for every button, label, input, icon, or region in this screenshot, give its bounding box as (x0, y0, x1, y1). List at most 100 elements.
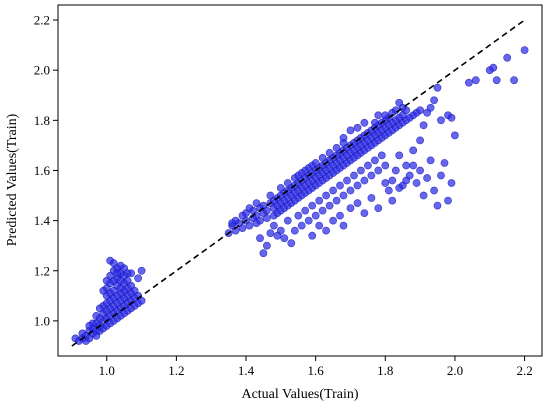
data-point (280, 234, 289, 243)
data-point (374, 166, 383, 175)
data-point (433, 201, 442, 210)
data-point (395, 151, 404, 160)
data-point (346, 204, 355, 212)
data-point (353, 181, 362, 190)
x-axis-title: Actual Values(Train) (241, 387, 358, 402)
data-point (290, 226, 299, 235)
x-tick-label: 1.4 (238, 363, 255, 378)
data-point (426, 103, 435, 112)
data-point (343, 176, 351, 185)
data-point (308, 231, 317, 240)
data-point (402, 161, 411, 170)
data-point (266, 229, 275, 237)
data-point (339, 191, 348, 200)
data-point (374, 111, 383, 120)
data-point (363, 161, 372, 170)
data-point (262, 214, 271, 222)
data-point (92, 311, 101, 320)
data-point (336, 211, 344, 220)
data-point (339, 221, 348, 230)
data-point (412, 179, 421, 187)
data-point (367, 194, 376, 202)
data-point (430, 186, 438, 195)
data-point (464, 78, 473, 87)
data-point (252, 199, 261, 207)
data-point (262, 206, 271, 215)
data-point (381, 161, 390, 170)
data-point (503, 53, 512, 62)
data-point (137, 266, 146, 275)
y-tick-label: 1.4 (34, 213, 51, 228)
data-point (315, 221, 324, 230)
data-point (256, 234, 264, 243)
data-point (301, 206, 310, 215)
data-point (329, 216, 337, 225)
data-point (238, 211, 247, 220)
data-point (444, 196, 452, 205)
data-point (322, 226, 330, 235)
data-point (381, 111, 390, 120)
data-point (471, 76, 480, 85)
data-point (329, 186, 337, 195)
data-point (419, 121, 428, 130)
data-point (134, 274, 142, 283)
data-point (510, 76, 518, 85)
data-point (346, 186, 355, 195)
data-point (231, 226, 240, 235)
data-point (430, 96, 438, 105)
data-point (419, 191, 428, 200)
data-point (367, 171, 376, 180)
data-point (360, 118, 369, 127)
data-point (437, 116, 445, 125)
data-point (262, 241, 271, 250)
y-tick-label: 2.2 (34, 13, 50, 28)
data-point (259, 249, 268, 258)
data-point (423, 174, 431, 182)
y-axis: 1.0 1.2 1.4 1.6 1.8 2.0 2.2 (34, 13, 58, 328)
x-tick-label: 1.2 (168, 363, 184, 378)
x-tick-label: 2.0 (447, 363, 463, 378)
reference-line (71, 19, 526, 347)
data-point (360, 209, 369, 217)
data-point (269, 221, 278, 230)
data-point (99, 286, 108, 295)
data-point (325, 201, 334, 210)
data-point (426, 156, 435, 165)
data-point (287, 239, 296, 248)
data-point (416, 136, 424, 145)
data-point (123, 269, 132, 278)
y-axis-title: Predicted Values(Train) (5, 113, 20, 246)
data-point (395, 184, 404, 192)
data-point (489, 63, 498, 72)
x-tick-label: 1.8 (377, 363, 393, 378)
data-point (346, 126, 355, 135)
data-point (308, 201, 317, 210)
data-point (370, 156, 379, 165)
data-point (416, 106, 424, 115)
data-point (315, 196, 324, 205)
data-point (416, 166, 424, 175)
data-point (238, 224, 247, 232)
data-point (228, 219, 236, 227)
data-point (137, 296, 146, 305)
data-point (391, 166, 400, 175)
data-point (370, 118, 379, 127)
y-tick-label: 1.0 (34, 313, 50, 328)
data-point (440, 159, 449, 167)
y-tick-label: 1.8 (34, 113, 50, 128)
data-point (336, 181, 344, 190)
data-point (388, 196, 397, 205)
data-point (353, 123, 362, 132)
data-point (311, 211, 320, 220)
data-point (520, 46, 529, 54)
data-point (102, 276, 111, 285)
data-point (384, 186, 393, 195)
data-point (318, 206, 327, 215)
x-tick-label: 1.0 (99, 363, 115, 378)
data-point (381, 179, 390, 187)
x-tick-label: 2.2 (516, 363, 532, 378)
data-point (350, 171, 358, 180)
data-point (409, 146, 418, 155)
data-point (447, 113, 456, 122)
data-point (297, 221, 306, 230)
